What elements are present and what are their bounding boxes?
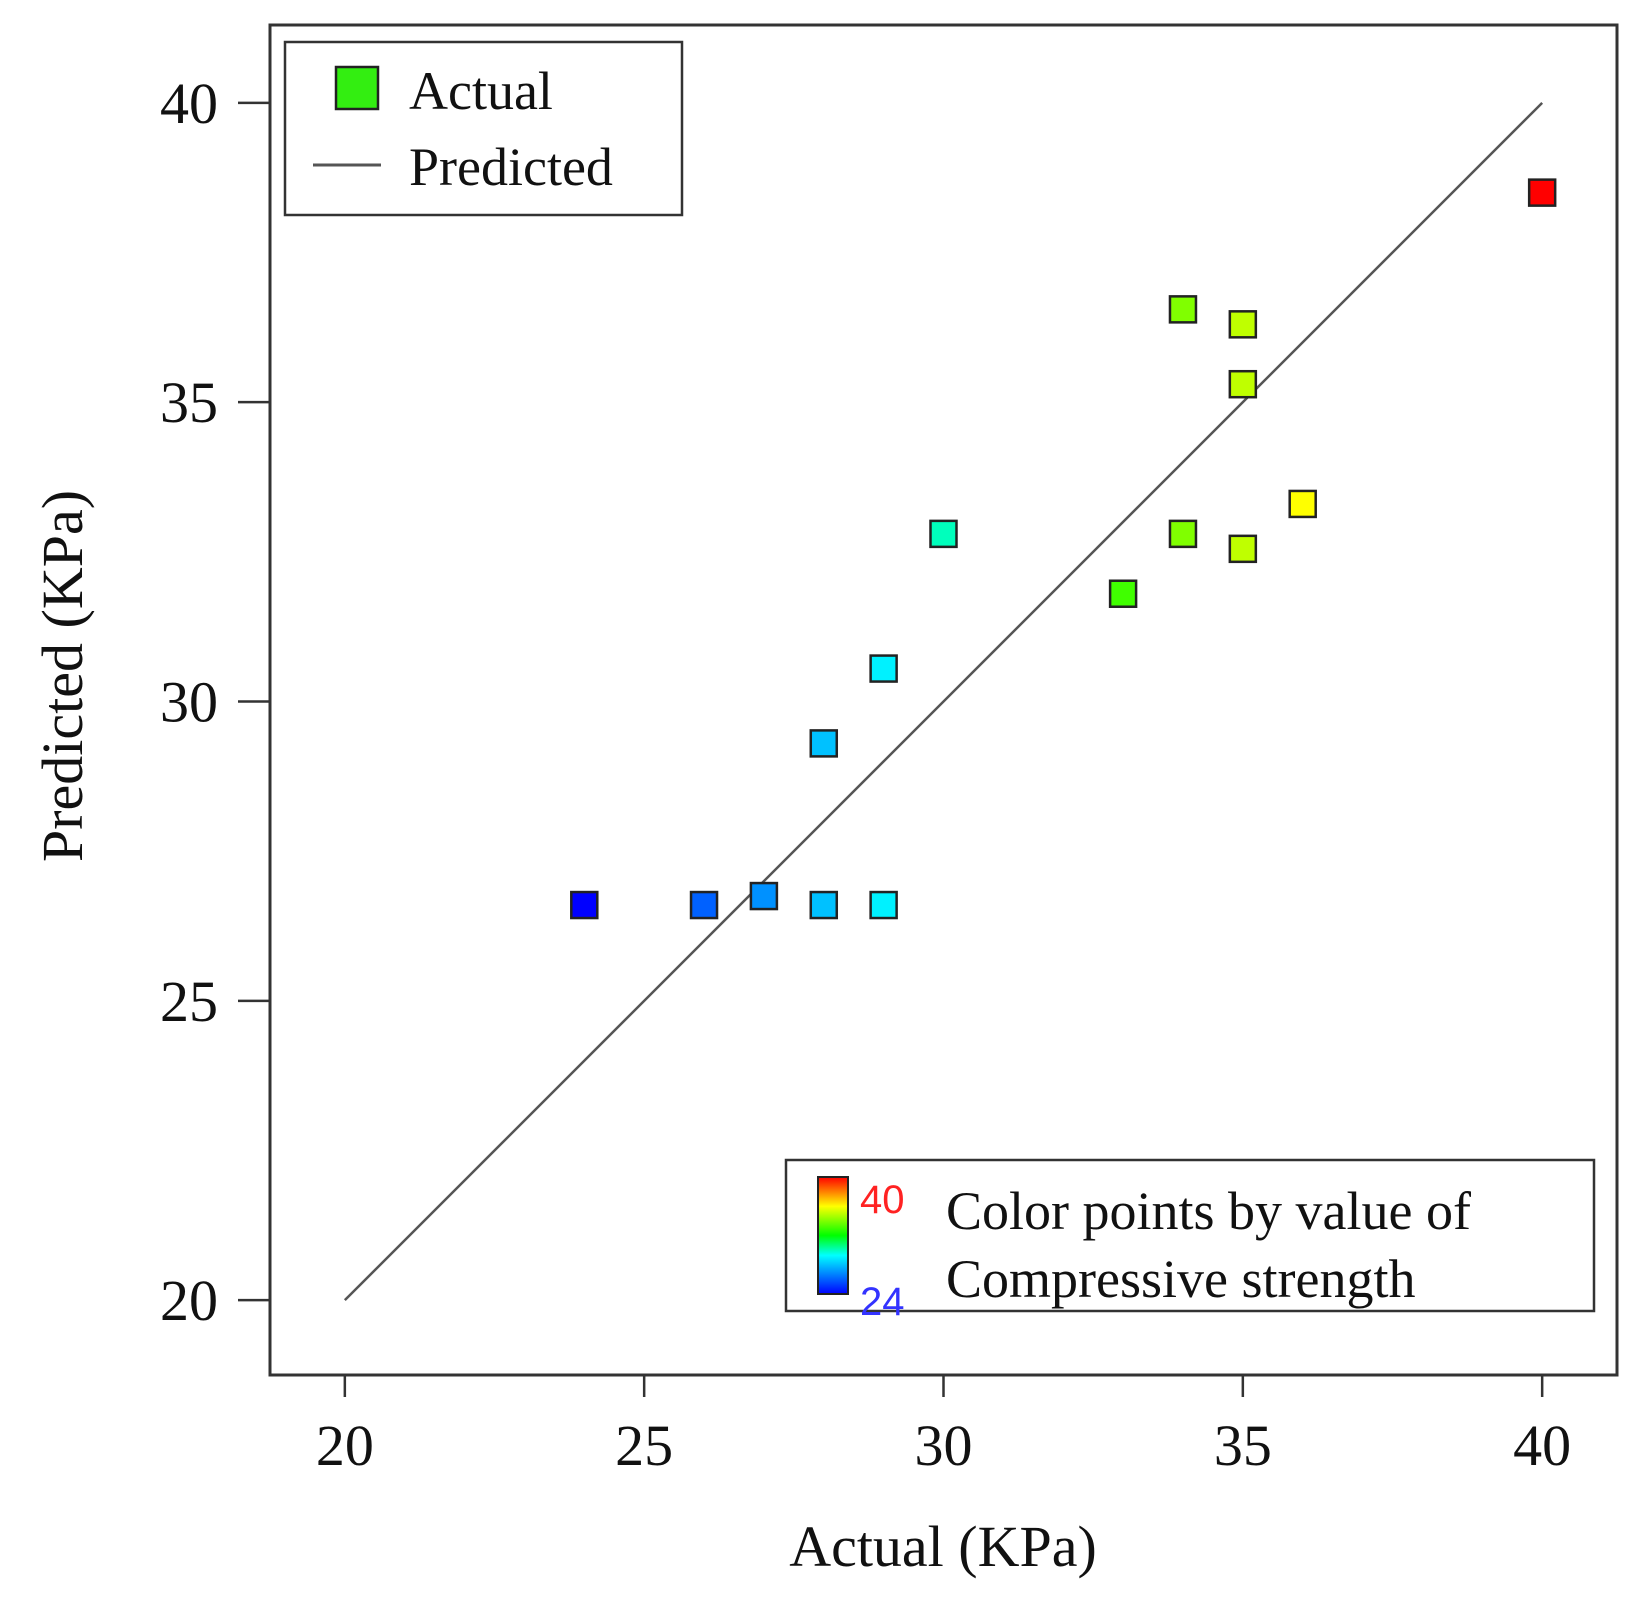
color-scale-caption-line1: Color points by value of	[946, 1181, 1471, 1241]
color-scale-bar	[817, 1176, 849, 1295]
data-point	[749, 881, 779, 911]
color-scale-box	[784, 1158, 1596, 1313]
legend-actual-marker	[334, 65, 380, 111]
color-scale-legend: 40 24 Color points by value of Compressi…	[784, 1158, 1596, 1324]
data-point	[689, 890, 719, 920]
data-point	[869, 654, 898, 683]
legend-actual-label: Actual	[409, 61, 553, 121]
data-point	[1168, 295, 1198, 324]
data-point	[809, 729, 839, 758]
data-point	[1288, 489, 1317, 519]
data-point	[1228, 369, 1258, 399]
y-axis: 20 25 30 35 40	[160, 71, 270, 1333]
y-axis-label: Predicted (KPa)	[30, 490, 95, 862]
x-tick-label: 20	[316, 1413, 374, 1478]
predicted-line	[343, 101, 1544, 1302]
x-tick-label: 30	[915, 1413, 973, 1478]
data-point	[570, 890, 599, 920]
x-axis: 20 25 30 35 40	[316, 1375, 1571, 1478]
data-point	[809, 890, 839, 920]
data-point	[1168, 519, 1198, 549]
x-axis-label: Actual (KPa)	[789, 1514, 1097, 1579]
x-tick-label: 25	[615, 1413, 673, 1478]
color-scale-min-label: 24	[860, 1280, 905, 1324]
data-point	[1228, 310, 1258, 339]
y-tick-label: 30	[160, 669, 218, 734]
legend: Actual Predicted	[283, 40, 684, 217]
data-points	[570, 178, 1557, 920]
data-point	[1228, 534, 1258, 564]
color-scale-max-label: 40	[860, 1178, 905, 1222]
x-tick-label: 35	[1214, 1413, 1272, 1478]
y-tick-label: 20	[160, 1268, 218, 1333]
color-scale-caption-line2: Compressive strength	[946, 1249, 1415, 1309]
data-point	[1527, 178, 1557, 207]
data-point	[929, 519, 958, 549]
x-tick-label: 40	[1513, 1413, 1571, 1478]
y-tick-label: 40	[160, 71, 218, 136]
y-tick-label: 25	[160, 969, 218, 1034]
legend-predicted-label: Predicted	[409, 137, 613, 197]
data-point	[869, 890, 898, 920]
y-tick-label: 35	[160, 370, 218, 435]
data-point	[1108, 579, 1138, 608]
